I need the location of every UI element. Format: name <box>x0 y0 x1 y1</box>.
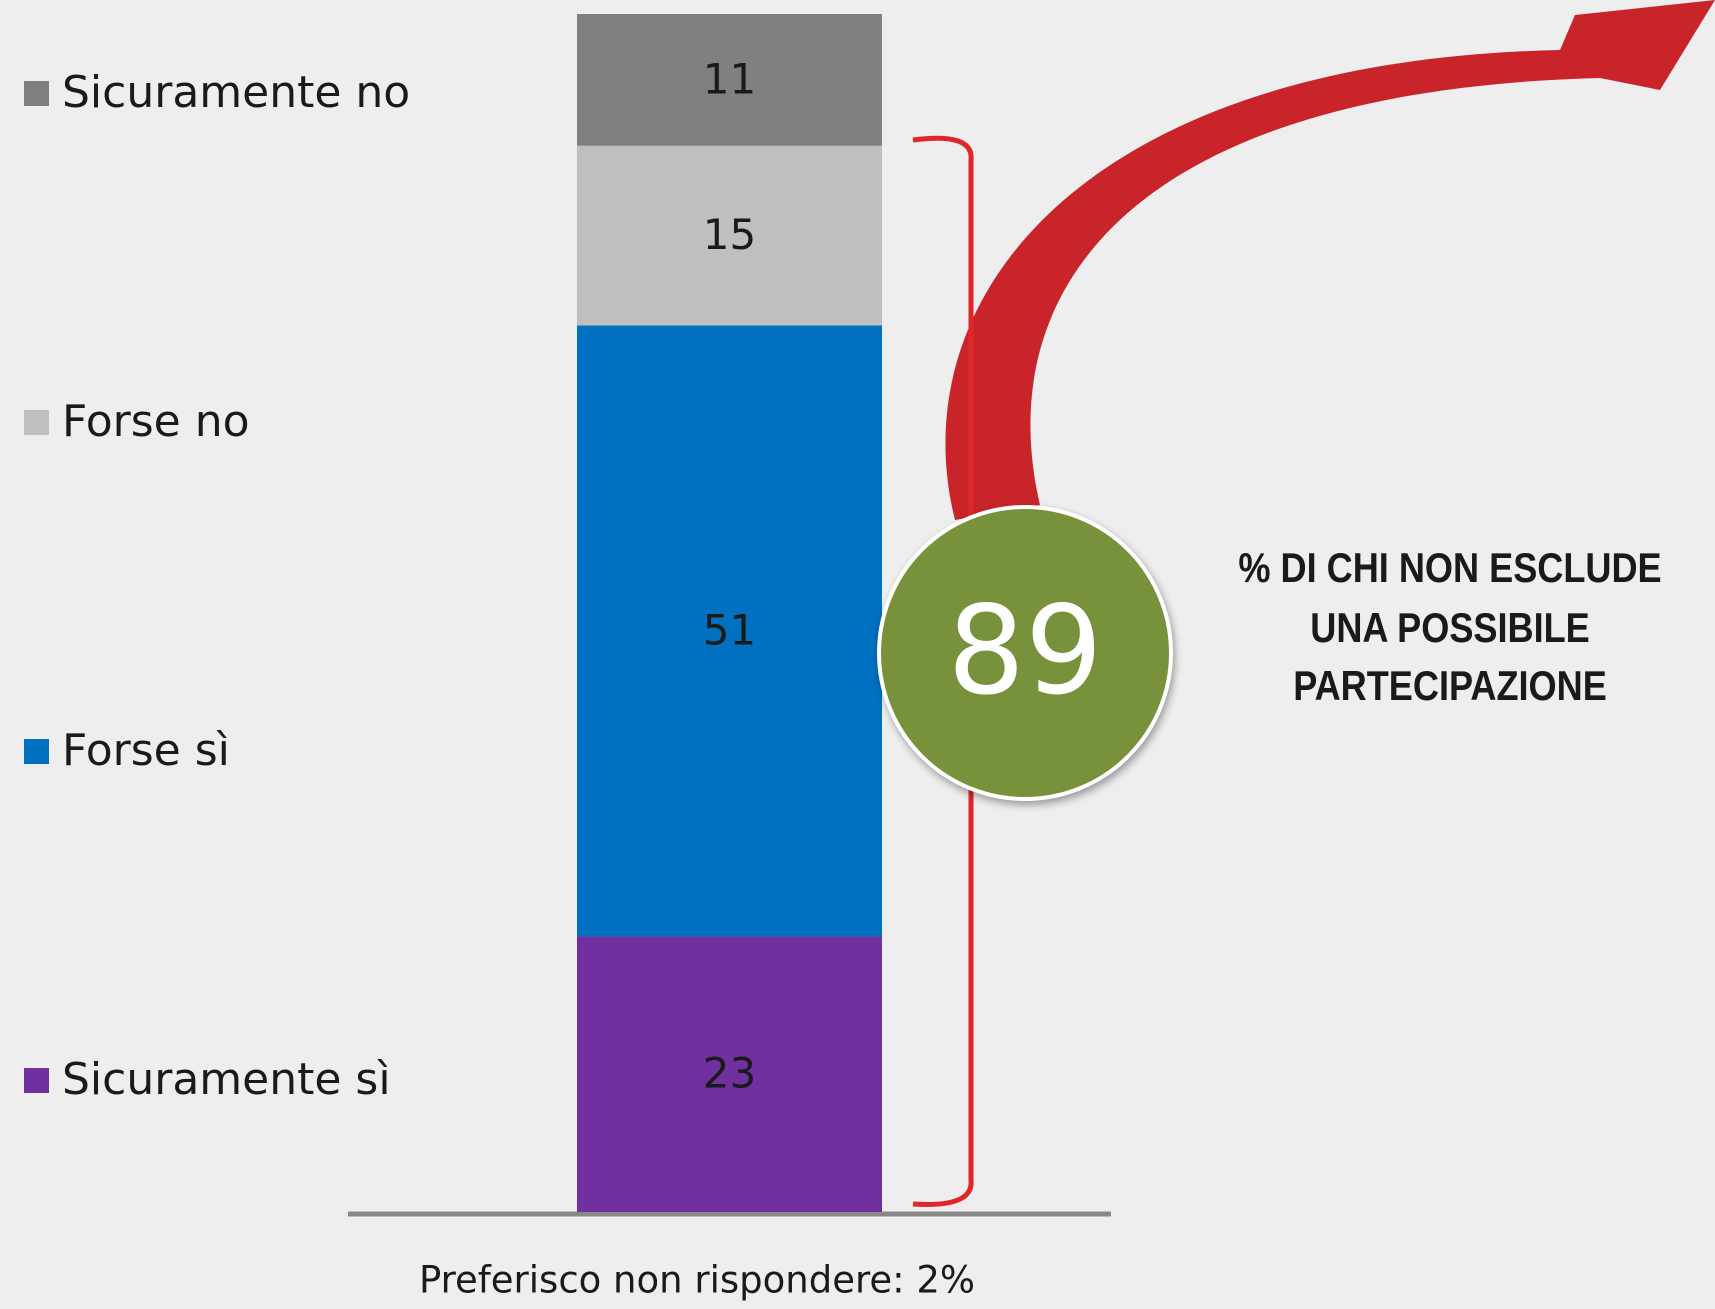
callout-line: PARTECIPAZIONE <box>1293 664 1607 710</box>
legend-swatch <box>24 1068 49 1093</box>
segment-label: 15 <box>703 210 756 259</box>
legend-label: Sicuramente no <box>62 67 410 118</box>
legend-label: Forse no <box>62 396 250 447</box>
footnote: Preferisco non rispondere: 2% <box>419 1259 975 1302</box>
callout-value: 89 <box>947 580 1102 722</box>
bar-segment <box>577 936 882 1212</box>
callout-circle <box>877 505 1173 801</box>
legend-swatch <box>24 81 49 106</box>
callout-line: UNA POSSIBILE <box>1310 606 1590 652</box>
legend-swatch <box>24 410 49 435</box>
segment-label: 51 <box>703 605 756 654</box>
bar-segment <box>577 145 882 326</box>
segment-label: 23 <box>703 1049 756 1098</box>
segment-label: 11 <box>703 54 756 103</box>
callout: 89 <box>877 505 1173 801</box>
callout-line: % DI CHI NON ESCLUDE <box>1238 546 1661 592</box>
legend-label: Sicuramente sì <box>62 1054 391 1105</box>
legend-swatch <box>24 739 49 764</box>
arrow <box>945 0 1715 520</box>
bar-segment <box>577 325 882 937</box>
bar-segment <box>577 14 882 146</box>
legend-label: Forse sì <box>62 725 230 776</box>
callout-text: % DI CHI NON ESCLUDE UNA POSSIBILE PARTE… <box>1238 546 1661 710</box>
